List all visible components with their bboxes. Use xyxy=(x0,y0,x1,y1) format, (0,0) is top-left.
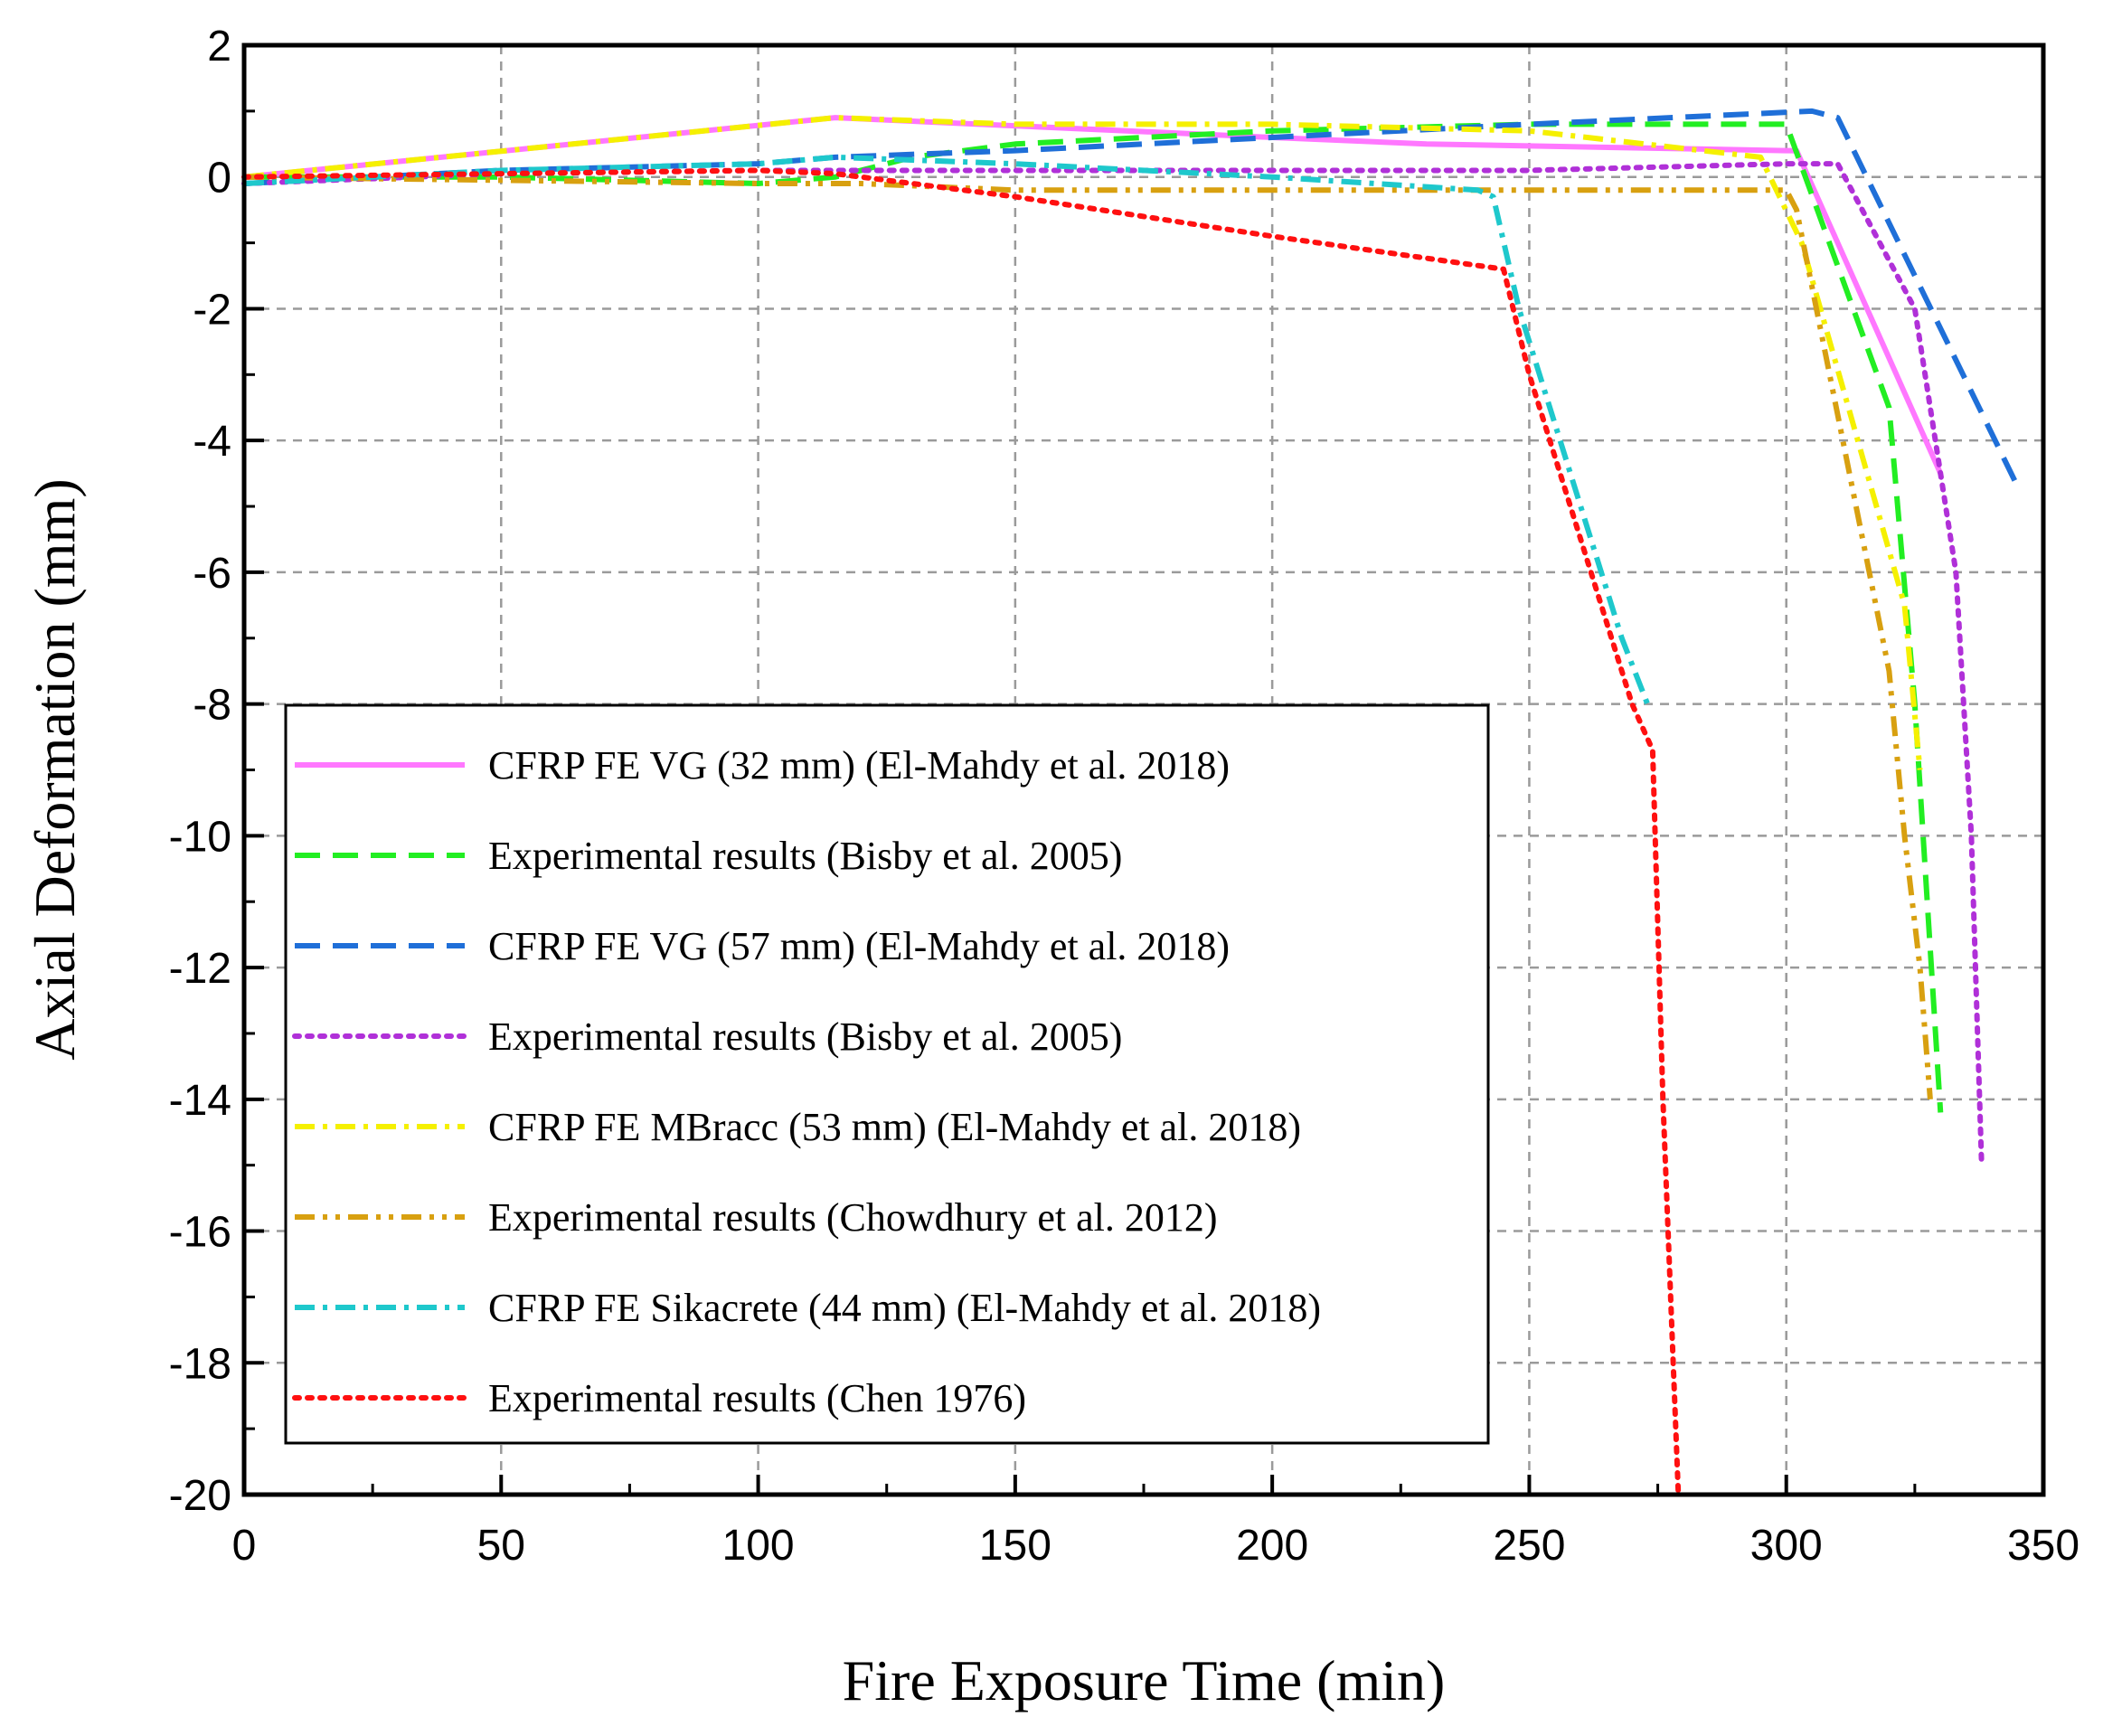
legend-box xyxy=(284,703,1490,1445)
legend-label-1: CFRP FE VG (32 mm) (El-Mahdy et al. 2018… xyxy=(488,743,1230,788)
y-tick-label: 0 xyxy=(207,155,231,203)
y-tick-label: -18 xyxy=(169,1340,231,1388)
x-tick-label: 100 xyxy=(722,1522,795,1570)
y-tick-label: -10 xyxy=(169,813,231,861)
x-tick-labels: 0 50 100 150 200 250 300 350 xyxy=(232,1522,2079,1570)
y-tick-label: 2 xyxy=(207,23,231,71)
y-tick-label: -8 xyxy=(193,682,231,730)
legend-label-4: Experimental results (Bisby et al. 2005) xyxy=(488,1014,1122,1059)
y-tick-label: -20 xyxy=(169,1472,231,1520)
y-tick-label: -16 xyxy=(169,1209,231,1257)
x-tick-label: 150 xyxy=(979,1522,1052,1570)
legend-label-2: Experimental results (Bisby et al. 2005) xyxy=(488,834,1122,878)
series-lines xyxy=(241,108,2021,1497)
y-tick-labels: 2 0 -2 -4 -6 -8 -10 -12 -14 -16 -18 -20 xyxy=(169,23,231,1520)
legend-label-8: Experimental results (Chen 1976) xyxy=(488,1376,1026,1420)
plot-frame xyxy=(241,42,2046,1497)
x-tick-label: 250 xyxy=(1493,1522,1565,1570)
x-tick-label: 0 xyxy=(232,1522,257,1570)
series-line-7 xyxy=(243,154,1650,705)
series-line-5 xyxy=(243,115,1923,770)
legend-label-3: CFRP FE VG (57 mm) (El-Mahdy et al. 2018… xyxy=(488,924,1230,968)
y-tick-label: -12 xyxy=(169,945,231,993)
y-tick-label: -14 xyxy=(169,1077,231,1125)
x-tick-label: 200 xyxy=(1236,1522,1308,1570)
series-line-4 xyxy=(241,161,1985,1168)
y-tick-label: -4 xyxy=(193,418,231,466)
legend-label-6: Experimental results (Chowdhury et al. 2… xyxy=(488,1195,1217,1240)
y-axis-title: Axial Deformation (mm) xyxy=(23,478,87,1060)
series-line-8 xyxy=(241,167,1682,1497)
legend-label-7: CFRP FE Sikacrete (44 mm) (El-Mahdy et a… xyxy=(488,1286,1321,1330)
x-tick-label: 300 xyxy=(1750,1522,1823,1570)
x-tick-label: 50 xyxy=(477,1522,525,1570)
series-line-2 xyxy=(244,121,1944,1113)
legend: CFRP FE VG (32 mm) (El-Mahdy et al. 2018… xyxy=(284,703,1490,1445)
y-tick-label: -2 xyxy=(193,286,231,334)
legend-label-5: CFRP FE MBracc (53 mm) (El-Mahdy et al. … xyxy=(488,1105,1301,1149)
series-line-3 xyxy=(243,108,2021,488)
x-axis-title: Fire Exposure Time (min) xyxy=(843,1648,1446,1712)
series-line-6 xyxy=(243,174,1933,1100)
x-tick-label: 350 xyxy=(2007,1522,2079,1570)
y-tick-label: -6 xyxy=(193,550,231,598)
